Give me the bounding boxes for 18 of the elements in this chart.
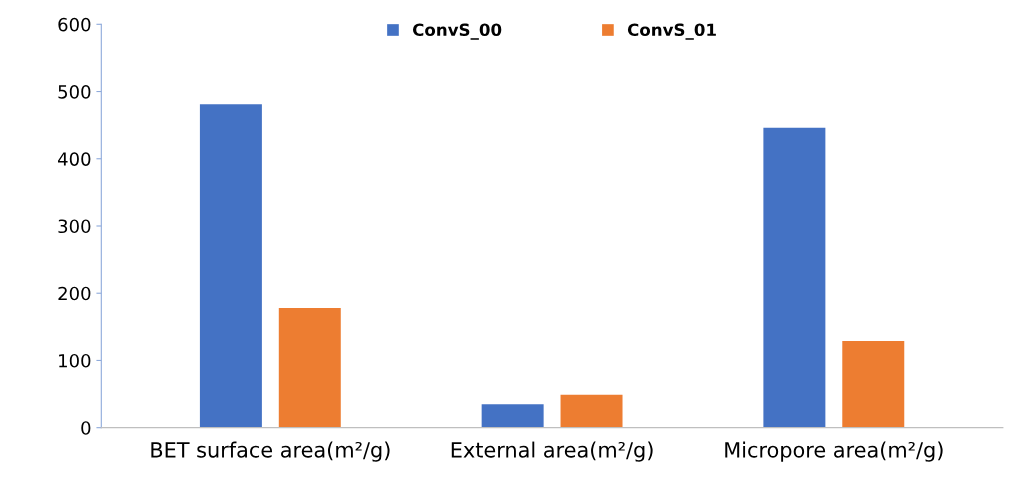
x-tick-label: BET surface area(m²/g)	[151, 441, 390, 462]
x-tick-label: External area(m²/g)	[451, 441, 653, 462]
bar	[481, 404, 544, 428]
bar	[560, 394, 623, 428]
bar	[278, 308, 341, 428]
legend-label: ConvS_00	[412, 23, 502, 40]
y-tick-label: 200	[58, 286, 91, 301]
bar	[763, 127, 826, 428]
y-tick-label: 300	[58, 219, 91, 234]
bar	[842, 340, 905, 428]
legend-label: ConvS_01	[627, 23, 716, 40]
y-tick-label: 500	[58, 84, 91, 99]
y-tick-label: 600	[58, 17, 91, 32]
y-tick-label: 100	[59, 353, 91, 368]
x-tick-label: Micropore area(m²/g)	[725, 441, 943, 462]
y-tick-label: 0	[81, 421, 91, 435]
bar	[199, 104, 262, 428]
y-tick-label: 400	[58, 152, 91, 166]
